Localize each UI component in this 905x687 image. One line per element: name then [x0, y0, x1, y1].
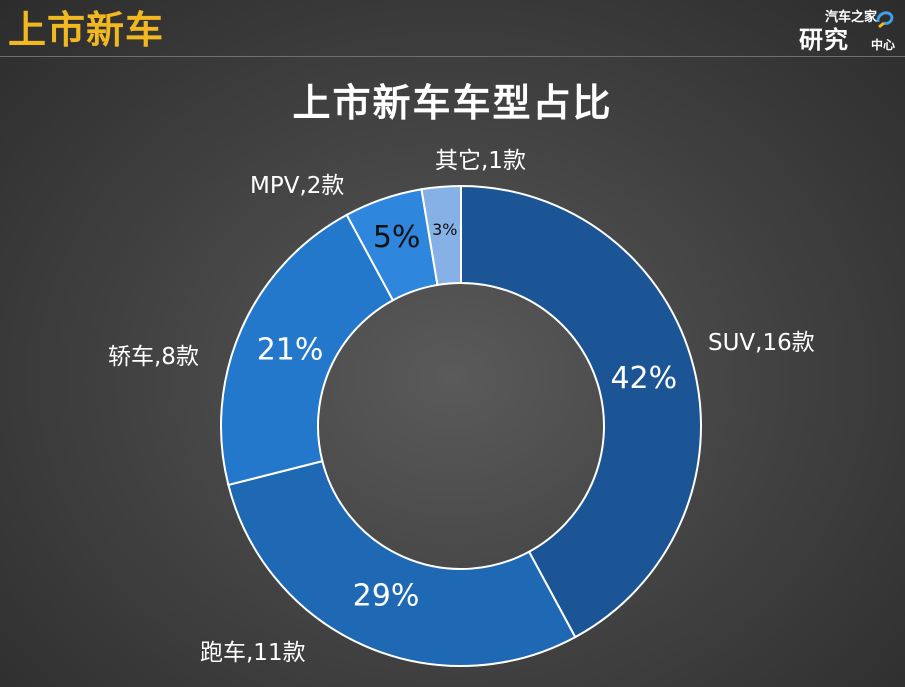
donut-slice-其它 [420, 184, 462, 287]
percent-label: 3% [432, 220, 457, 239]
category-label: MPV,2款 [250, 173, 344, 199]
donut-slices [220, 184, 702, 667]
category-label: SUV,16款 [708, 330, 815, 356]
swirl-icon [876, 11, 894, 29]
percent-labels: 42% 29% 21% 5% 3% [257, 220, 677, 614]
donut-slice-SUV [460, 184, 702, 639]
page-header-title: 上市新车 [8, 8, 165, 52]
header-divider [0, 56, 905, 57]
category-label: 跑车,11款 [200, 640, 306, 666]
logo-line3: 中心 [870, 38, 895, 52]
chart-title: 上市新车车型占比 [292, 81, 613, 125]
percent-label: 29% [353, 578, 420, 613]
category-label: 轿车,8款 [108, 344, 199, 370]
research-center-logo: 汽车之家 研究 中心 [799, 4, 895, 54]
donut-slice-轿车 [220, 213, 395, 487]
percent-label: 42% [610, 361, 677, 396]
donut-slice-跑车 [227, 459, 577, 667]
logo-line2: 研究 [799, 26, 849, 54]
percent-label: 5% [373, 220, 421, 255]
category-label: 其它,1款 [435, 148, 526, 174]
logo-line1: 汽车之家 [824, 10, 877, 25]
percent-label: 21% [257, 333, 324, 368]
